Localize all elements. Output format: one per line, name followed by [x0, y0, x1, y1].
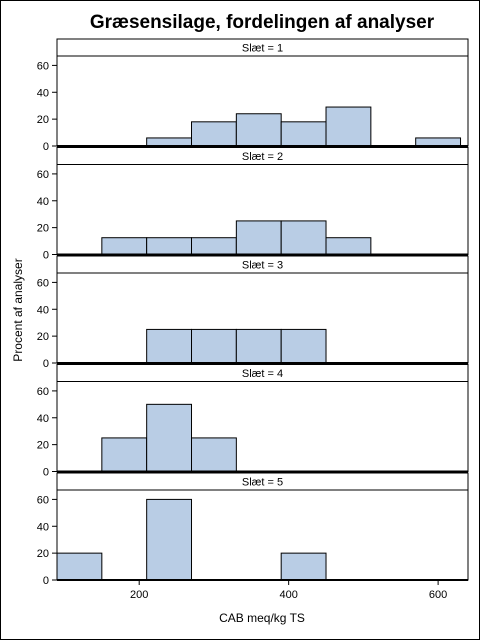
histogram-bar — [235, 113, 282, 147]
histogram-bar — [415, 137, 462, 147]
x-tick-label: 200 — [130, 589, 148, 601]
histogram-bar — [101, 437, 148, 472]
panel-4: Slæt = 4 0 20 40 60 — [37, 364, 469, 479]
y-tick-label: 20 — [37, 548, 49, 560]
y-axis-label: Procent af analyser — [11, 258, 25, 361]
y-tick-label: 0 — [43, 141, 49, 153]
y-tick-label: 0 — [43, 575, 49, 587]
histogram-bar — [146, 328, 193, 364]
y-tick-label: 0 — [43, 250, 49, 262]
x-axis-label: CAB meq/kg TS — [219, 611, 305, 625]
histogram-bar — [146, 403, 193, 472]
chart-title: Græsensilage, fordelingen af analyser — [90, 12, 435, 33]
y-tick-label: 0 — [43, 358, 49, 370]
y-tick-label: 40 — [37, 87, 49, 99]
histogram-bar — [101, 237, 148, 255]
x-axis: 200 400 600 — [130, 580, 447, 601]
panel-3: Slæt = 3 0 20 40 60 — [37, 255, 469, 370]
histogram-bar — [191, 237, 237, 255]
histogram-bar — [325, 106, 372, 147]
histogram-bar — [280, 220, 327, 255]
histogram-bar — [280, 328, 327, 364]
histogram-bar — [146, 498, 193, 581]
histogram-bar — [235, 220, 282, 255]
panel-2: Slæt = 2 0 20 40 60 — [37, 147, 469, 262]
y-tick-label: 60 — [37, 60, 49, 72]
histogram-bar — [325, 237, 372, 255]
histogram-bar — [191, 437, 237, 472]
y-tick-label: 20 — [37, 114, 49, 126]
y-tick-label: 40 — [37, 413, 49, 425]
panel-header-label: Slæt = 2 — [242, 151, 283, 163]
panels-group: Slæt = 1 0 20 40 60 Slæt = 2 0 20 40 60 Slæt = 3 0 2… — [37, 38, 469, 587]
y-tick-label: 20 — [37, 331, 49, 343]
histogram-bar — [146, 137, 193, 147]
y-tick-label: 40 — [37, 196, 49, 208]
x-tick-label: 400 — [279, 589, 297, 601]
y-tick-label: 60 — [37, 169, 49, 181]
histogram-bar — [146, 237, 193, 255]
y-tick-label: 60 — [37, 277, 49, 289]
histogram-bar — [191, 121, 237, 147]
panel-plot-area — [56, 489, 469, 581]
panel-5: Slæt = 5 0 20 40 60 — [37, 472, 469, 587]
y-tick-label: 40 — [37, 521, 49, 533]
panel-1: Slæt = 1 0 20 40 60 — [37, 38, 469, 153]
y-tick-label: 60 — [37, 386, 49, 398]
y-tick-label: 60 — [37, 494, 49, 506]
histogram-bar — [280, 121, 327, 147]
histogram-bar — [56, 552, 103, 581]
panel-header-label: Slæt = 3 — [242, 260, 283, 272]
y-tick-label: 20 — [37, 223, 49, 235]
panel-header-label: Slæt = 1 — [242, 43, 283, 55]
histogram-bar — [191, 328, 237, 364]
x-tick-label: 600 — [429, 589, 447, 601]
histogram-bar — [280, 552, 327, 581]
panel-header-label: Slæt = 4 — [242, 368, 283, 380]
histogram-bar — [235, 328, 282, 364]
panel-header-label: Slæt = 5 — [242, 477, 283, 489]
y-tick-label: 20 — [37, 440, 49, 452]
y-tick-label: 40 — [37, 304, 49, 316]
y-tick-label: 0 — [43, 467, 49, 479]
